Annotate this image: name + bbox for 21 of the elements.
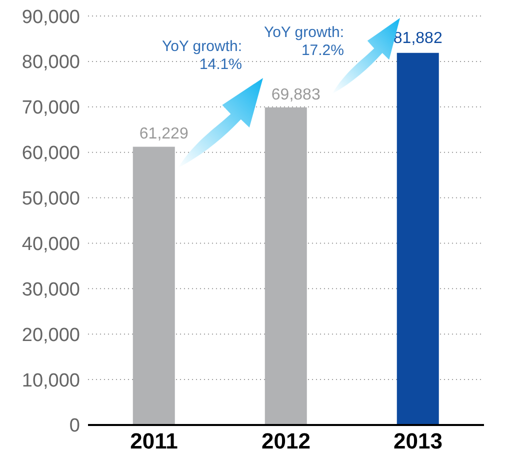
bar	[396, 52, 439, 425]
y-tick-label: 90,000	[22, 6, 80, 28]
y-tick-label: 80,000	[22, 52, 80, 74]
y-tick-label: 30,000	[22, 279, 80, 300]
annotation: YoY growth: 14.1%	[160, 38, 242, 74]
bar	[132, 146, 175, 425]
y-tick-label: 10,000	[22, 370, 80, 392]
y-tick-label: 0	[69, 416, 80, 437]
y-tick-label: 20,000	[22, 324, 80, 346]
bar	[264, 107, 307, 425]
x-tick-label: 2013	[394, 428, 442, 454]
y-tick-label: 70,000	[22, 98, 80, 119]
y-tick-label: 60,000	[22, 143, 80, 164]
y-tick-label: 50,000	[22, 188, 80, 210]
data-label: 61,229	[139, 126, 188, 143]
annotation: YoY growth: 17.2%	[262, 24, 344, 60]
x-tick-label: 2011	[130, 428, 178, 454]
data-label: 81,882	[393, 30, 442, 47]
x-tick-label: 2012	[262, 428, 310, 454]
y-tick-label: 40,000	[22, 234, 80, 255]
data-label: 69,883	[271, 86, 320, 104]
